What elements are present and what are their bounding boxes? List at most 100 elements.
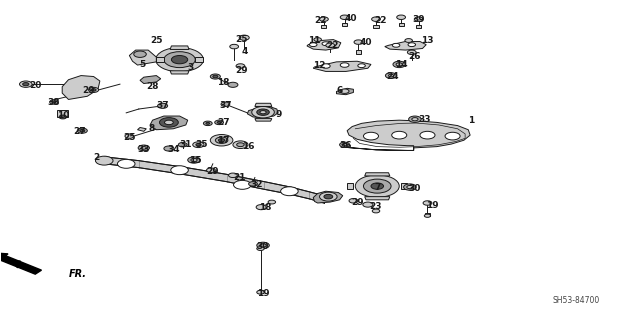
Circle shape	[349, 198, 358, 203]
Text: 36: 36	[340, 141, 352, 150]
Circle shape	[252, 107, 274, 118]
Polygon shape	[347, 183, 353, 189]
Text: 27: 27	[217, 118, 230, 127]
Circle shape	[268, 200, 276, 204]
Text: 20: 20	[29, 81, 42, 90]
Polygon shape	[321, 25, 326, 28]
Text: 38: 38	[48, 98, 60, 107]
Text: 3: 3	[187, 63, 194, 72]
Circle shape	[77, 128, 87, 133]
Text: 18: 18	[259, 203, 272, 212]
Polygon shape	[258, 290, 263, 293]
Text: 4: 4	[242, 47, 248, 56]
Text: 1: 1	[468, 116, 474, 125]
Circle shape	[96, 156, 113, 165]
Circle shape	[210, 74, 220, 79]
Polygon shape	[337, 88, 353, 95]
Circle shape	[203, 121, 212, 125]
Text: 5: 5	[139, 60, 145, 69]
Circle shape	[358, 64, 365, 68]
Circle shape	[396, 63, 403, 66]
Circle shape	[372, 209, 380, 213]
Text: 39: 39	[413, 15, 425, 24]
Circle shape	[445, 132, 460, 140]
Polygon shape	[57, 110, 69, 117]
Circle shape	[134, 51, 147, 57]
Text: 22: 22	[326, 41, 338, 51]
Text: 14: 14	[395, 60, 408, 69]
Circle shape	[214, 120, 223, 124]
Circle shape	[228, 173, 237, 178]
Circle shape	[355, 175, 399, 197]
Circle shape	[191, 158, 197, 162]
Polygon shape	[170, 71, 189, 74]
Text: 37: 37	[157, 101, 169, 110]
Circle shape	[320, 192, 337, 201]
Circle shape	[260, 244, 266, 247]
Polygon shape	[342, 23, 347, 26]
Circle shape	[206, 168, 215, 172]
Circle shape	[392, 131, 407, 139]
Circle shape	[172, 55, 187, 64]
Circle shape	[23, 83, 29, 86]
Circle shape	[364, 132, 379, 140]
Circle shape	[230, 44, 238, 49]
Polygon shape	[345, 120, 470, 150]
Polygon shape	[313, 61, 371, 71]
Polygon shape	[247, 107, 278, 118]
Text: 13: 13	[421, 36, 433, 45]
Circle shape	[210, 134, 233, 146]
Polygon shape	[157, 57, 164, 62]
Circle shape	[409, 116, 421, 123]
Circle shape	[80, 129, 85, 132]
Circle shape	[192, 142, 204, 148]
Circle shape	[178, 142, 187, 147]
Circle shape	[118, 159, 135, 168]
Text: 11: 11	[308, 36, 321, 45]
Polygon shape	[307, 40, 341, 50]
Text: 12: 12	[313, 60, 326, 69]
Circle shape	[397, 15, 406, 20]
Circle shape	[156, 48, 203, 72]
Text: 29: 29	[351, 197, 364, 206]
Circle shape	[408, 43, 416, 47]
Polygon shape	[399, 23, 404, 26]
Circle shape	[228, 82, 238, 87]
Circle shape	[19, 81, 32, 87]
Polygon shape	[150, 116, 187, 130]
Polygon shape	[374, 25, 379, 28]
Text: 35: 35	[195, 140, 208, 149]
Text: 40: 40	[345, 14, 357, 23]
Polygon shape	[365, 197, 390, 200]
Text: 32: 32	[250, 180, 263, 189]
Text: 22: 22	[374, 16, 387, 25]
Text: 15: 15	[189, 156, 201, 164]
Circle shape	[164, 52, 195, 68]
Text: 30: 30	[409, 184, 421, 193]
Circle shape	[425, 214, 431, 217]
Circle shape	[420, 131, 435, 139]
Circle shape	[415, 17, 423, 21]
Circle shape	[281, 187, 298, 196]
Polygon shape	[401, 183, 408, 189]
Circle shape	[138, 145, 150, 151]
Text: 37: 37	[219, 101, 231, 110]
Text: 29: 29	[235, 66, 248, 75]
Circle shape	[218, 139, 225, 142]
Circle shape	[59, 115, 67, 119]
Circle shape	[256, 204, 266, 210]
Circle shape	[354, 40, 363, 44]
Circle shape	[215, 137, 228, 143]
Text: 27: 27	[73, 127, 86, 136]
Circle shape	[248, 182, 257, 186]
Circle shape	[50, 100, 58, 104]
Polygon shape	[195, 57, 203, 62]
Circle shape	[257, 242, 269, 249]
Circle shape	[257, 247, 264, 251]
Text: 31: 31	[179, 140, 192, 149]
Circle shape	[196, 143, 201, 146]
Circle shape	[340, 63, 349, 67]
Circle shape	[89, 87, 99, 92]
Text: 7: 7	[374, 183, 381, 192]
Circle shape	[392, 44, 400, 47]
